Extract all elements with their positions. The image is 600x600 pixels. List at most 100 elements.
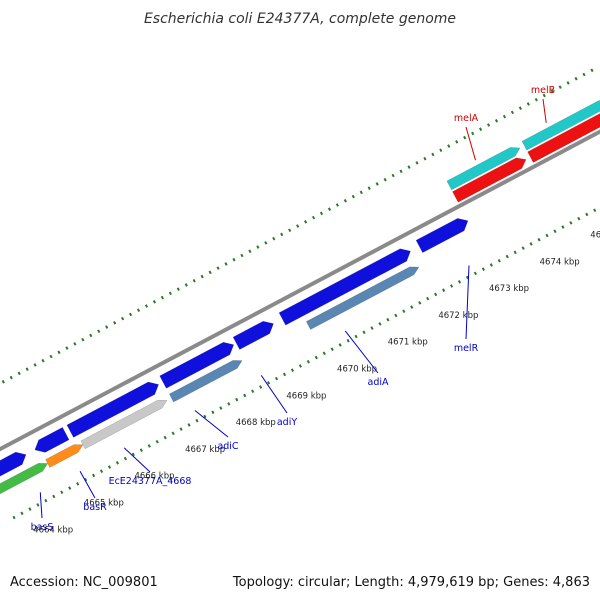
outer-dot-mark (208, 270, 212, 275)
outer-dot-mark (494, 119, 499, 123)
outer-dot-mark (542, 93, 546, 98)
cds-arrow (80, 399, 168, 450)
outer-dot-mark (558, 85, 562, 89)
outer-dot-mark (136, 308, 141, 313)
cds-arrow (34, 427, 70, 453)
gene-label-bass: basS (31, 522, 54, 533)
gene-label-adic: adiC (217, 441, 238, 452)
topology-text: Topology: circular; Length: 4,979,619 bp… (232, 575, 590, 590)
inner-dot-mark (354, 334, 358, 339)
outer-dot-mark (152, 300, 157, 304)
gene-leader-line (194, 410, 229, 438)
outer-dot-mark (160, 295, 164, 300)
cds-arrow (305, 266, 420, 330)
gene-label-adia: adiA (368, 377, 389, 388)
outer-dot-mark (455, 140, 459, 144)
outer-dot-mark (502, 114, 507, 119)
outer-dot-mark (359, 190, 363, 195)
outer-dot-mark (518, 106, 522, 110)
inner-dot-mark (99, 469, 104, 474)
gc-dotted-tracks (1, 68, 597, 520)
gene-leader-line (344, 330, 379, 374)
inner-dot-mark (545, 233, 549, 238)
outer-dot-mark (256, 245, 260, 249)
kbp-label: 4674 kbp (540, 257, 580, 267)
kbp-label: 4672 kbp (438, 311, 478, 321)
kbp-label: 4675 kbp (590, 230, 600, 240)
cds-arrow (452, 157, 527, 203)
outer-dot-mark (367, 186, 371, 190)
inner-dot-mark (378, 322, 382, 326)
inner-dot-mark (131, 452, 135, 457)
inner-dot-mark (12, 515, 16, 520)
genome-title: Escherichia coli E24377A, complete genom… (144, 11, 456, 27)
outer-dot-mark (216, 266, 220, 270)
gene-label-ece24377a_4668: EcE24377A_4668 (109, 476, 192, 487)
outer-dot-mark (1, 379, 5, 384)
cds-arrow (168, 360, 243, 403)
inner-dot-mark (314, 355, 318, 360)
gene-leader-line (123, 447, 151, 473)
inner-dot-mark (274, 376, 279, 381)
inner-dot-mark (346, 338, 350, 343)
outer-dot-mark (57, 350, 61, 355)
inner-dot-mark (251, 389, 255, 394)
outer-dot-mark (534, 97, 538, 102)
inner-dot-mark (139, 448, 143, 452)
inner-dot-mark (259, 385, 263, 389)
inner-dot-mark (426, 296, 430, 301)
cds-arrow (278, 248, 411, 326)
kbp-label: 4664 kbp (33, 525, 73, 535)
genome-backbone (0, 129, 600, 452)
gene-label-basr: basR (83, 502, 107, 513)
inner-dot-mark (418, 301, 422, 305)
kbp-label: 4673 kbp (489, 284, 529, 294)
outer-dot-mark (550, 89, 554, 94)
inner-dot-mark (593, 208, 597, 213)
inner-dot-mark (434, 292, 438, 297)
inner-dot-mark (537, 237, 541, 242)
inner-dot-mark (521, 246, 525, 250)
outer-dot-mark (97, 329, 101, 334)
gene-labels: basS basR EcE24377A_4668 adiC adiY adiA melR me… (31, 85, 556, 533)
outer-dot-mark (486, 123, 491, 127)
inner-dot-mark (76, 482, 80, 486)
outer-dot-mark (144, 304, 149, 308)
outer-dot-mark (415, 161, 419, 165)
outer-dot-mark (399, 169, 403, 174)
outer-dot-mark (439, 148, 443, 153)
outer-dot-mark (447, 144, 451, 148)
outer-dot-mark (479, 127, 483, 132)
inner-dot-mark (449, 284, 454, 288)
inner-dot-mark (489, 263, 493, 267)
inner-dot-mark (219, 406, 223, 410)
outer-dot-mark (566, 81, 570, 85)
inner-dot-mark (179, 427, 183, 431)
inner-dot-mark (553, 229, 557, 234)
inner-dot-mark (123, 456, 127, 461)
inner-dot-mark (235, 397, 239, 402)
inner-dot-mark (91, 473, 96, 478)
outer-dot-mark (375, 182, 379, 186)
outer-dot-mark (17, 371, 21, 376)
kbp-label: 4668 kbp (236, 418, 276, 428)
outer-dot-mark (431, 152, 435, 157)
gene-leader-line (39, 492, 43, 519)
inner-dot-mark (195, 418, 199, 423)
inner-dot-mark (442, 288, 446, 293)
kbp-scale: 4664 kbp 4665 kbp 4666 kbp 4667 kbp 4668 kbp… (33, 230, 600, 535)
kbp-label: 4669 kbp (286, 391, 326, 401)
inner-dot-mark (362, 330, 366, 335)
outer-dot-mark (280, 232, 284, 237)
inner-dot-mark (298, 364, 303, 368)
outer-dot-mark (319, 211, 324, 216)
inner-dot-mark (561, 225, 565, 229)
outer-dot-mark (296, 224, 300, 228)
outer-dot-mark (304, 220, 308, 224)
gene-leader-line (260, 375, 288, 414)
cds-arrow (0, 451, 27, 477)
outer-dot-mark (41, 358, 45, 363)
cds-arrow (0, 463, 49, 495)
inner-dot-mark (577, 216, 581, 221)
